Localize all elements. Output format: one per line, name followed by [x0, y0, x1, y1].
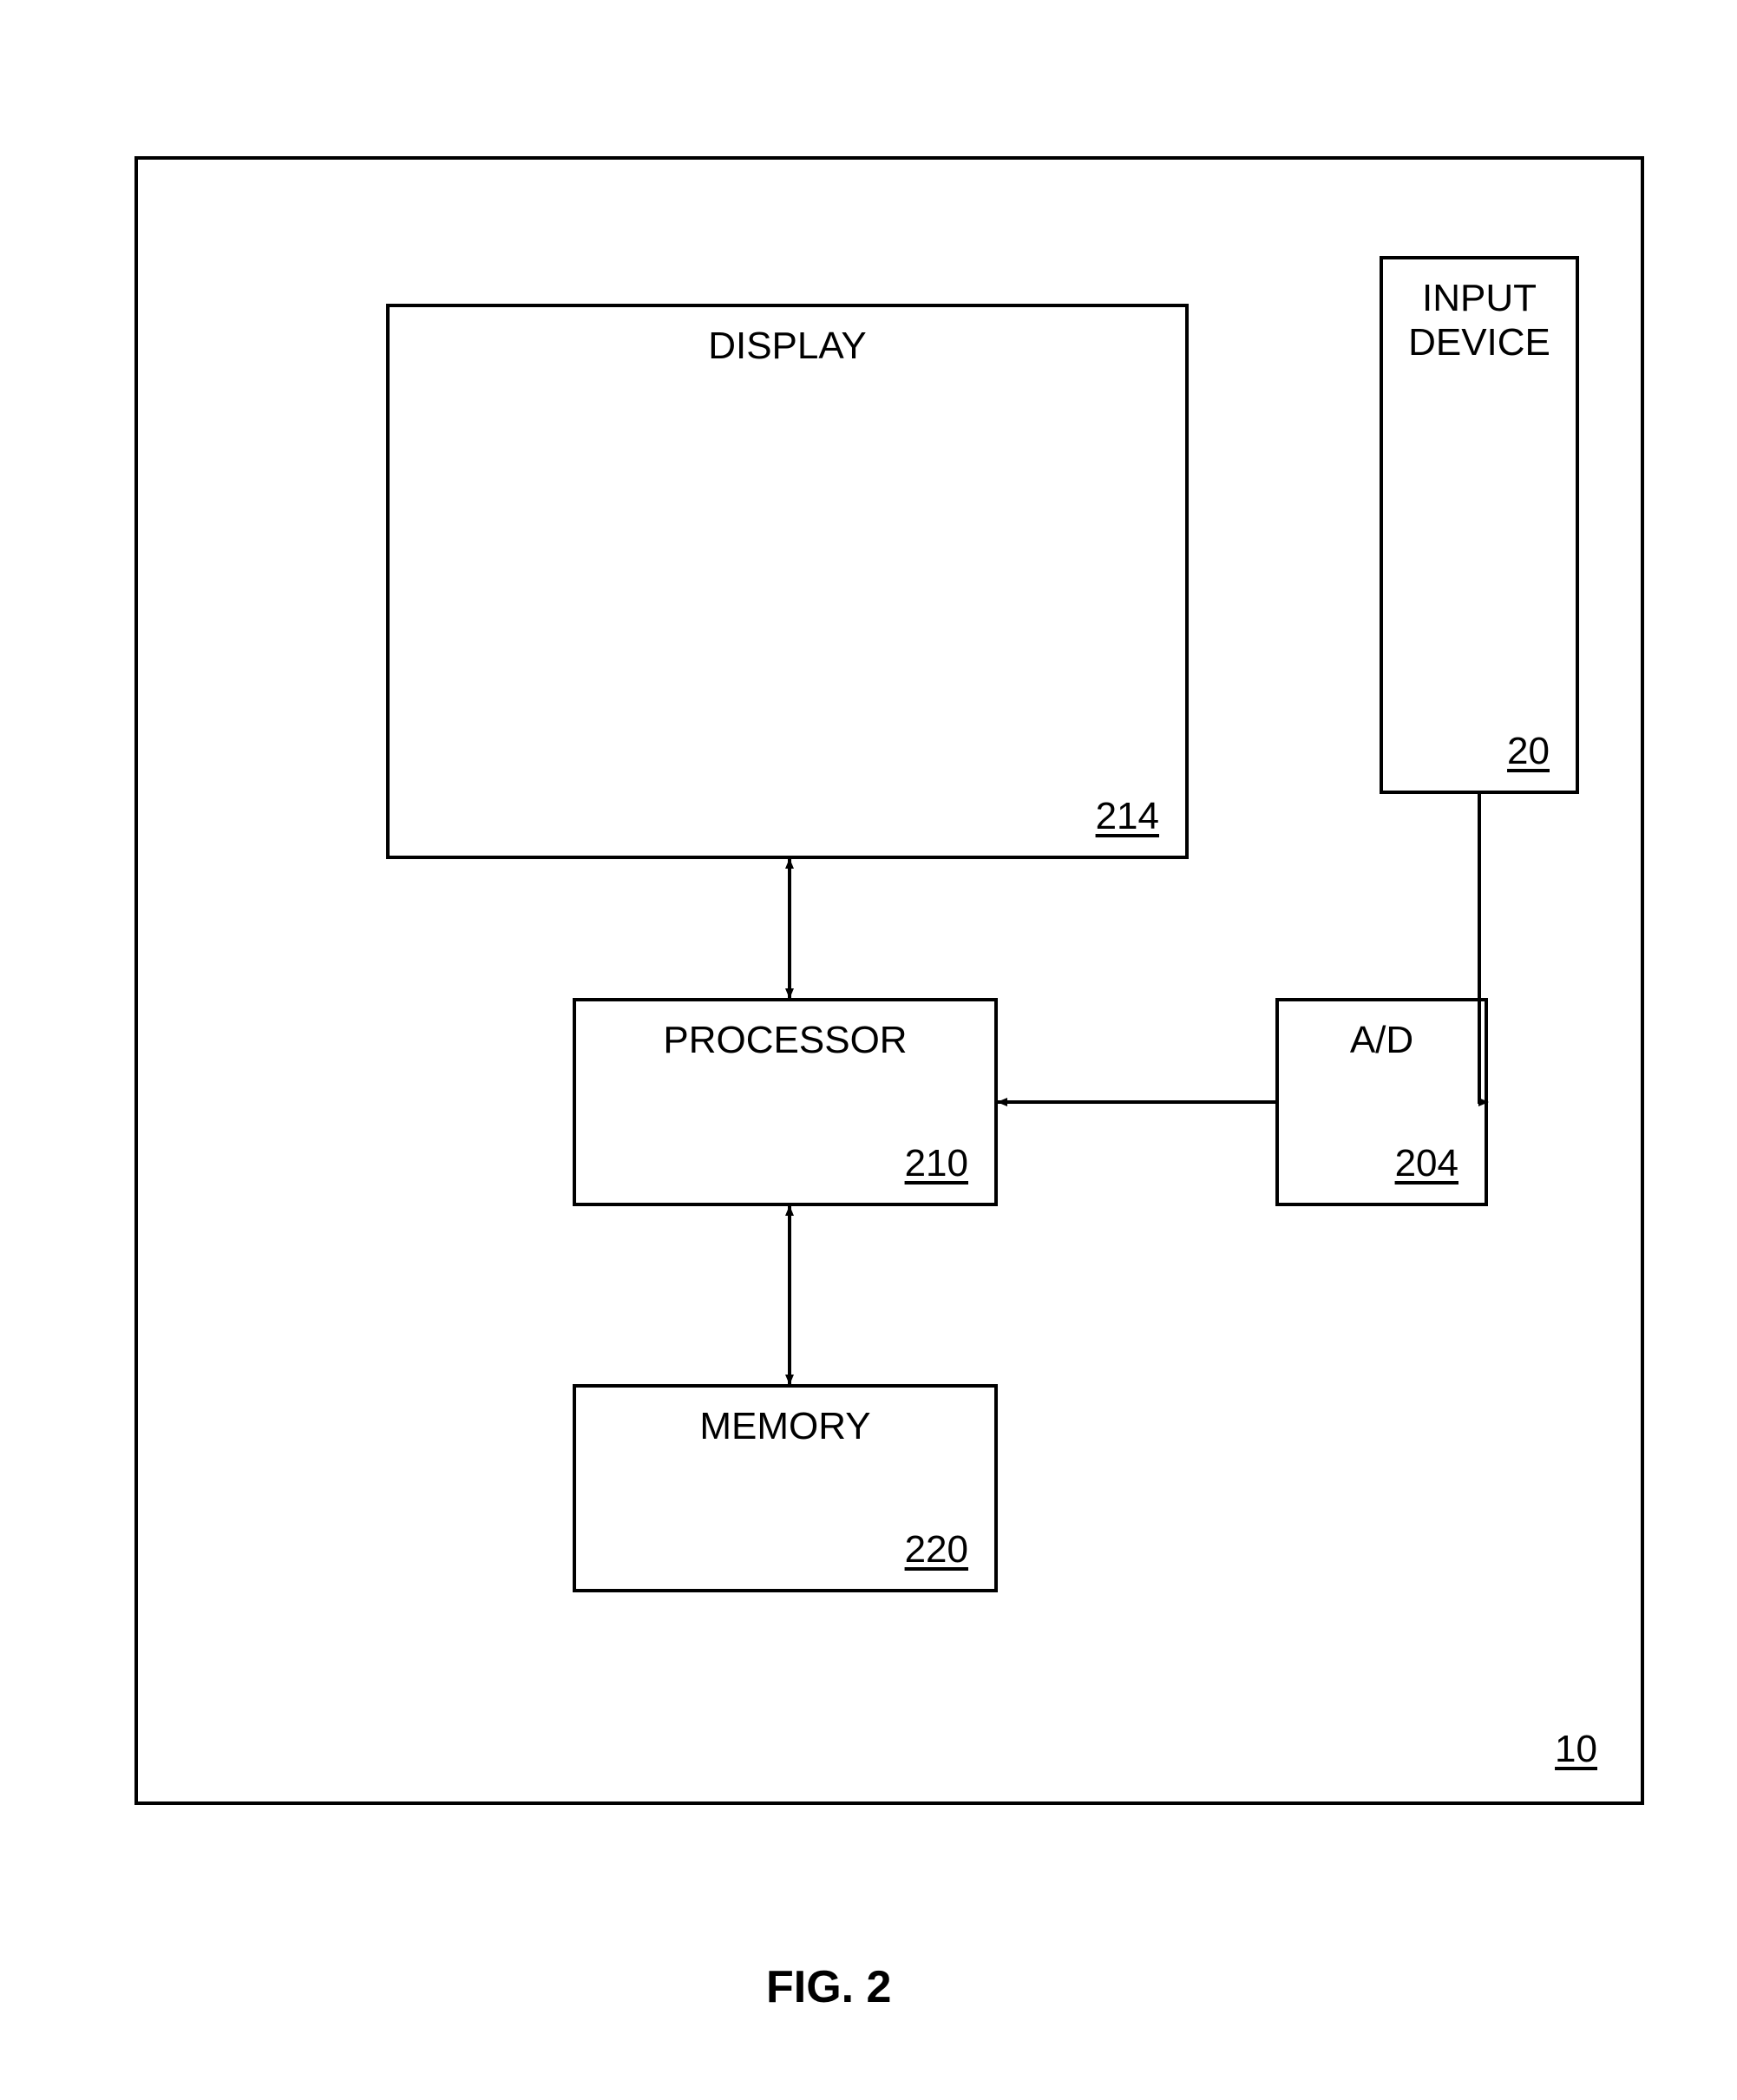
connector-layer: [0, 0, 1737, 2100]
figure-caption: FIG. 2: [766, 1961, 891, 2013]
